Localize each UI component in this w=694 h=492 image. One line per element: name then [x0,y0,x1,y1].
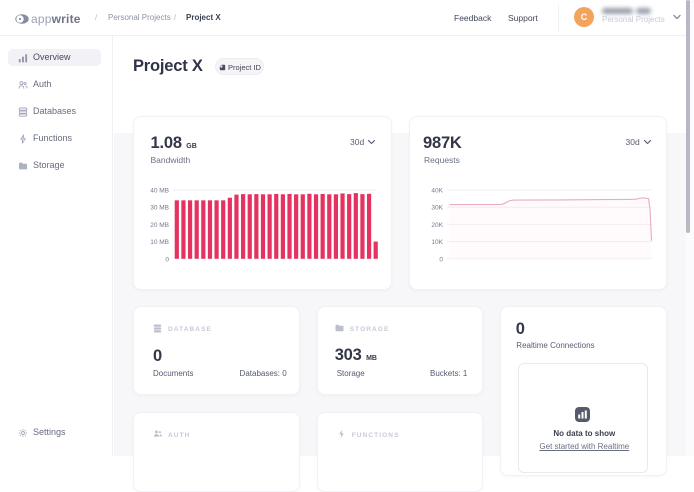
svg-text:20K: 20K [431,222,443,229]
svg-text:10K: 10K [431,239,443,246]
svg-text:40 MB: 40 MB [150,188,169,195]
svg-text:30K: 30K [431,205,443,212]
svg-text:0: 0 [439,256,443,263]
svg-text:40K: 40K [431,188,443,195]
svg-text:20 MB: 20 MB [150,222,169,229]
svg-text:0: 0 [165,256,169,263]
svg-text:10 MB: 10 MB [150,239,169,246]
svg-text:30 MB: 30 MB [150,205,169,212]
